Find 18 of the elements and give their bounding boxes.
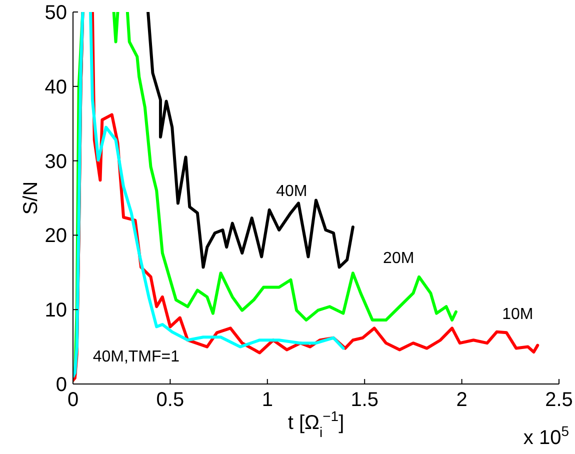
y-tick-label: 10: [44, 300, 67, 322]
series-label: 40M,TMF=1: [92, 348, 180, 366]
y-tick-label: 0: [56, 374, 67, 396]
y-tick-label: 50: [44, 2, 67, 24]
x-tick-label: 1: [262, 389, 273, 411]
series-label: 20M: [383, 250, 414, 268]
x-axis-title: t [Ω$_{i}$$^{−1}$]: [288, 408, 344, 440]
y-tick-label: 40: [44, 76, 67, 98]
text: x 10$^{5}$: [523, 423, 570, 449]
series-label: 10M: [502, 306, 534, 323]
x-tick-label: 2: [456, 389, 468, 411]
x-tick-label: 2.5: [545, 389, 573, 411]
y-tick-label: 20: [44, 225, 67, 248]
series-label: 40M: [276, 183, 308, 200]
x-tick-label: 0.5: [156, 389, 184, 411]
y-tick-label: 30: [44, 150, 67, 173]
y-axis-title: S/N: [20, 181, 42, 215]
x-tick-label: 1.5: [350, 389, 379, 411]
